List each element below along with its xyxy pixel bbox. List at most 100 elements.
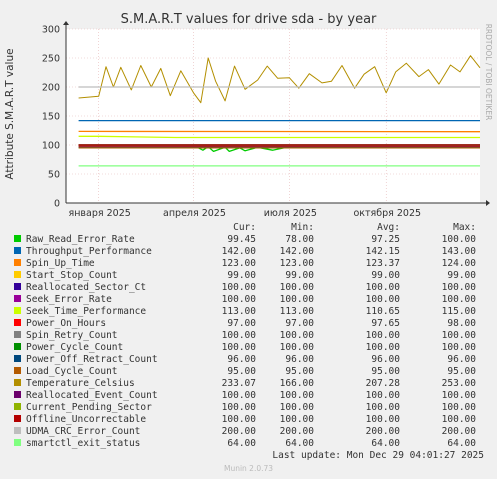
x-tick-label: января 2025 bbox=[69, 208, 131, 219]
y-tick-label: 100 bbox=[42, 141, 60, 152]
legend-value: 100.00 bbox=[222, 414, 257, 425]
series-line bbox=[78, 55, 481, 104]
legend: Cur: Min: Avg: Max: Raw_Read_Error_Rate 99.45… bbox=[14, 222, 476, 449]
legend-value: 123.37 bbox=[366, 258, 400, 269]
legend-value: 64.00 bbox=[227, 438, 256, 449]
munin-version: Munin 2.0.73 bbox=[224, 464, 273, 473]
legend-series-name: Reallocated_Sector_Ct bbox=[26, 282, 146, 293]
series-layer bbox=[78, 55, 481, 167]
legend-value: 123.00 bbox=[222, 258, 257, 269]
legend-column-header: Max: bbox=[453, 222, 476, 233]
legend-swatch bbox=[14, 439, 21, 446]
legend-value: 97.00 bbox=[285, 318, 314, 329]
legend-series-name: Power_On_Hours bbox=[26, 318, 106, 329]
legend-value: 142.00 bbox=[280, 246, 315, 257]
y-axis-arrow bbox=[63, 21, 69, 25]
legend-series-name: Seek_Time_Performance bbox=[26, 306, 146, 317]
legend-value: 142.00 bbox=[222, 246, 257, 257]
legend-value: 97.00 bbox=[227, 318, 256, 329]
legend-series-name: Spin_Up_Time bbox=[26, 258, 95, 269]
legend-value: 95.00 bbox=[285, 366, 314, 377]
legend-swatch bbox=[14, 259, 21, 266]
legend-value: 99.00 bbox=[227, 270, 256, 281]
legend-value: 100.00 bbox=[442, 294, 477, 305]
legend-value: 100.00 bbox=[222, 342, 257, 353]
legend-value: 100.00 bbox=[222, 330, 257, 341]
legend-value: 100.00 bbox=[442, 414, 477, 425]
legend-swatch bbox=[14, 247, 21, 254]
legend-value: 100.00 bbox=[280, 294, 315, 305]
legend-value: 100.00 bbox=[442, 402, 477, 413]
legend-series-name: Start_Stop_Count bbox=[26, 270, 118, 281]
legend-value: 100.00 bbox=[442, 234, 477, 245]
legend-column-header: Avg: bbox=[377, 222, 400, 233]
x-tick-label: апреля 2025 bbox=[163, 208, 226, 219]
legend-value: 78.00 bbox=[285, 234, 314, 245]
legend-value: 100.00 bbox=[442, 330, 477, 341]
rrdtool-watermark: RRDTOOL / TOBI OETIKER bbox=[484, 24, 493, 121]
series-line bbox=[78, 145, 481, 148]
legend-value: 233.07 bbox=[222, 378, 256, 389]
legend-value: 207.28 bbox=[366, 378, 401, 389]
legend-value: 96.00 bbox=[371, 354, 400, 365]
legend-value: 100.00 bbox=[366, 294, 401, 305]
legend-value: 100.00 bbox=[280, 342, 315, 353]
legend-series-name: Temperature_Celsius bbox=[26, 378, 135, 389]
legend-value: 100.00 bbox=[366, 414, 401, 425]
legend-value: 200.00 bbox=[222, 426, 257, 437]
legend-value: 100.00 bbox=[366, 402, 401, 413]
legend-series-name: Offline_Uncorrectable bbox=[26, 414, 146, 425]
legend-value: 64.00 bbox=[285, 438, 314, 449]
legend-value: 100.00 bbox=[366, 342, 401, 353]
legend-value: 124.00 bbox=[442, 258, 477, 269]
legend-value: 253.00 bbox=[442, 378, 477, 389]
legend-series-name: Power_Off_Retract_Count bbox=[26, 354, 158, 365]
legend-value: 200.00 bbox=[366, 426, 401, 437]
legend-series-name: Spin_Retry_Count bbox=[26, 330, 118, 341]
x-tick-label: октября 2025 bbox=[353, 208, 421, 219]
legend-value: 96.00 bbox=[227, 354, 256, 365]
chart-title: S.M.A.R.T values for drive sda - by year bbox=[121, 12, 377, 27]
legend-value: 200.00 bbox=[442, 426, 477, 437]
legend-value: 95.00 bbox=[227, 366, 256, 377]
legend-value: 95.00 bbox=[447, 366, 476, 377]
legend-swatch bbox=[14, 343, 21, 350]
legend-value: 99.00 bbox=[371, 270, 400, 281]
legend-value: 200.00 bbox=[280, 426, 315, 437]
legend-series-name: Load_Cycle_Count bbox=[26, 366, 118, 377]
legend-swatch bbox=[14, 427, 21, 434]
legend-series-name: Power_Cycle_Count bbox=[26, 342, 123, 353]
legend-value: 98.00 bbox=[447, 318, 476, 329]
legend-value: 100.00 bbox=[222, 282, 257, 293]
legend-column-header: Cur: bbox=[233, 222, 256, 233]
legend-value: 99.45 bbox=[227, 234, 256, 245]
legend-value: 100.00 bbox=[222, 402, 257, 413]
legend-swatch bbox=[14, 295, 21, 302]
legend-value: 97.25 bbox=[371, 234, 400, 245]
axis-layer: 0 50 100 150 200 250 300 января 2025 апреля 2025… bbox=[42, 21, 490, 219]
legend-series-name: Raw_Read_Error_Rate bbox=[26, 234, 135, 245]
legend-value: 64.00 bbox=[447, 438, 476, 449]
legend-series-name: Throughput_Performance bbox=[26, 246, 152, 257]
legend-value: 110.65 bbox=[366, 306, 400, 317]
legend-series-name: smartctl_exit_status bbox=[26, 438, 140, 449]
legend-value: 100.00 bbox=[442, 390, 477, 401]
legend-value: 142.15 bbox=[366, 246, 400, 257]
y-tick-label: 250 bbox=[42, 54, 60, 65]
legend-value: 96.00 bbox=[285, 354, 314, 365]
legend-value: 113.00 bbox=[222, 306, 257, 317]
legend-value: 99.00 bbox=[285, 270, 314, 281]
legend-swatch bbox=[14, 307, 21, 314]
y-tick-label: 50 bbox=[48, 170, 60, 181]
legend-value: 96.00 bbox=[447, 354, 476, 365]
legend-swatch bbox=[14, 415, 21, 422]
legend-value: 100.00 bbox=[222, 390, 257, 401]
legend-value: 113.00 bbox=[280, 306, 315, 317]
legend-swatch bbox=[14, 271, 21, 278]
legend-value: 100.00 bbox=[280, 390, 315, 401]
legend-swatch bbox=[14, 235, 21, 242]
y-axis-label: Attribute S.M.A.R.T value bbox=[4, 48, 16, 179]
legend-swatch bbox=[14, 319, 21, 326]
legend-value: 100.00 bbox=[280, 282, 315, 293]
